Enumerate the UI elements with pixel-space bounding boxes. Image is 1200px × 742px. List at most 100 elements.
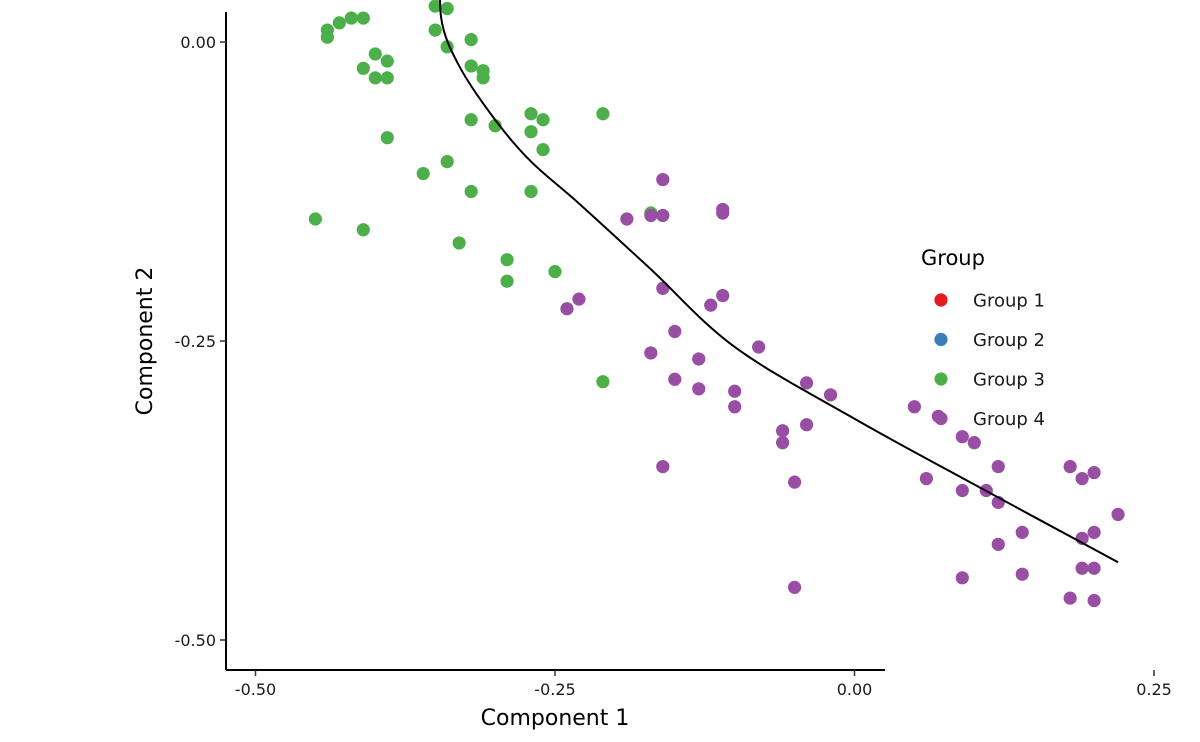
point-group-3 <box>464 113 478 127</box>
point-group-3 <box>416 166 430 181</box>
point-group-4 <box>1063 591 1077 605</box>
point-group-3 <box>524 184 538 199</box>
point-group-3 <box>356 11 370 25</box>
point-group-4 <box>668 324 682 339</box>
legend-key-group-2 <box>934 332 948 347</box>
point-group-3 <box>368 47 382 61</box>
point-group-4 <box>1087 525 1101 539</box>
point-group-3 <box>596 375 610 389</box>
point-group-3 <box>368 71 382 85</box>
point-group-4 <box>656 281 670 295</box>
x-tick-label: 0.25 <box>1136 680 1172 699</box>
point-group-3 <box>440 155 454 169</box>
point-group-4 <box>1111 507 1125 522</box>
point-group-3 <box>524 107 538 121</box>
legend-items: Group 1 Group 2 Group 3 Group 4 <box>934 291 1045 430</box>
point-group-3 <box>500 253 514 267</box>
point-group-3 <box>308 212 322 226</box>
point-group-3 <box>428 23 442 37</box>
point-group-3 <box>524 125 538 139</box>
point-group-3 <box>500 274 514 288</box>
legend-label-group-3: Group 3 <box>973 370 1045 391</box>
point-group-4 <box>967 436 981 450</box>
point-group-3 <box>320 30 334 44</box>
point-group-4 <box>1063 459 1077 474</box>
points-layer <box>308 0 1125 608</box>
point-group-3 <box>452 236 466 250</box>
point-group-4 <box>799 376 814 390</box>
legend-label-group-1: Group 1 <box>973 291 1045 312</box>
legend-title: Group <box>921 246 985 270</box>
point-group-4 <box>955 571 969 585</box>
point-group-4 <box>799 418 814 432</box>
point-group-4 <box>644 346 658 360</box>
point-group-4 <box>656 459 670 474</box>
legend: Group Group 1 Group 2 Group 3 Group 4 <box>921 246 1045 430</box>
point-group-4 <box>776 436 790 450</box>
point-group-4 <box>823 388 838 402</box>
legend-label-group-2: Group 2 <box>973 330 1045 351</box>
point-group-3 <box>488 119 502 133</box>
point-group-3 <box>548 265 562 279</box>
point-group-4 <box>668 372 682 386</box>
point-group-4 <box>728 384 742 398</box>
point-group-3 <box>464 184 478 199</box>
point-group-3 <box>356 61 370 75</box>
point-group-4 <box>644 208 658 223</box>
x-tick-label: 0.00 <box>837 680 873 699</box>
point-group-4 <box>728 400 742 414</box>
x-ticks: -0.50-0.250.000.250.50 <box>235 670 1172 699</box>
principal-curve <box>439 0 1119 564</box>
point-group-4 <box>692 382 706 396</box>
point-group-3 <box>380 71 394 85</box>
x-tick-label: -0.50 <box>235 680 276 699</box>
legend-key-group-3 <box>934 372 948 386</box>
point-group-4 <box>788 475 802 489</box>
point-group-3 <box>464 33 478 47</box>
point-group-4 <box>955 483 969 498</box>
y-tick-label: 0.00 <box>180 33 216 52</box>
point-group-4 <box>1087 465 1101 480</box>
legend-key-group-1 <box>934 293 948 307</box>
point-group-4 <box>1075 561 1089 575</box>
point-group-3 <box>428 0 442 13</box>
point-group-4 <box>1015 525 1029 539</box>
point-group-3 <box>440 1 454 16</box>
point-group-4 <box>572 292 586 306</box>
point-group-4 <box>1015 567 1029 581</box>
point-group-3 <box>344 11 358 25</box>
point-group-4 <box>991 459 1005 474</box>
x-axis-title: Component 1 <box>481 706 630 731</box>
point-group-3 <box>536 113 550 127</box>
point-group-4 <box>560 302 574 316</box>
x-tick-label: -0.25 <box>534 680 575 699</box>
point-group-4 <box>907 400 922 414</box>
point-group-3 <box>380 131 394 145</box>
point-group-4 <box>1075 471 1089 486</box>
point-group-4 <box>716 206 730 220</box>
point-group-4 <box>620 212 634 226</box>
point-group-3 <box>356 223 370 237</box>
legend-key-group-4 <box>934 411 948 426</box>
point-group-4 <box>776 424 790 438</box>
point-group-4 <box>716 288 730 303</box>
point-group-4 <box>991 537 1005 551</box>
point-group-4 <box>752 340 766 354</box>
point-group-4 <box>955 430 969 444</box>
y-tick-label: -0.25 <box>175 332 216 351</box>
point-group-4 <box>788 580 802 594</box>
point-group-4 <box>692 352 706 366</box>
point-group-3 <box>332 16 346 30</box>
y-tick-label: -0.50 <box>175 631 216 650</box>
axes-layer: -0.50-0.250.000.250.50 -0.50-0.250.000.2… <box>175 12 1172 699</box>
point-group-4 <box>704 298 718 312</box>
curve-layer <box>439 0 1119 564</box>
point-group-4 <box>656 172 670 187</box>
point-group-4 <box>656 208 670 223</box>
legend-label-group-4: Group 4 <box>973 409 1045 430</box>
y-axis-title: Component 2 <box>133 267 158 416</box>
plot-area <box>308 0 1125 608</box>
point-group-3 <box>380 54 394 68</box>
point-group-3 <box>536 143 550 157</box>
